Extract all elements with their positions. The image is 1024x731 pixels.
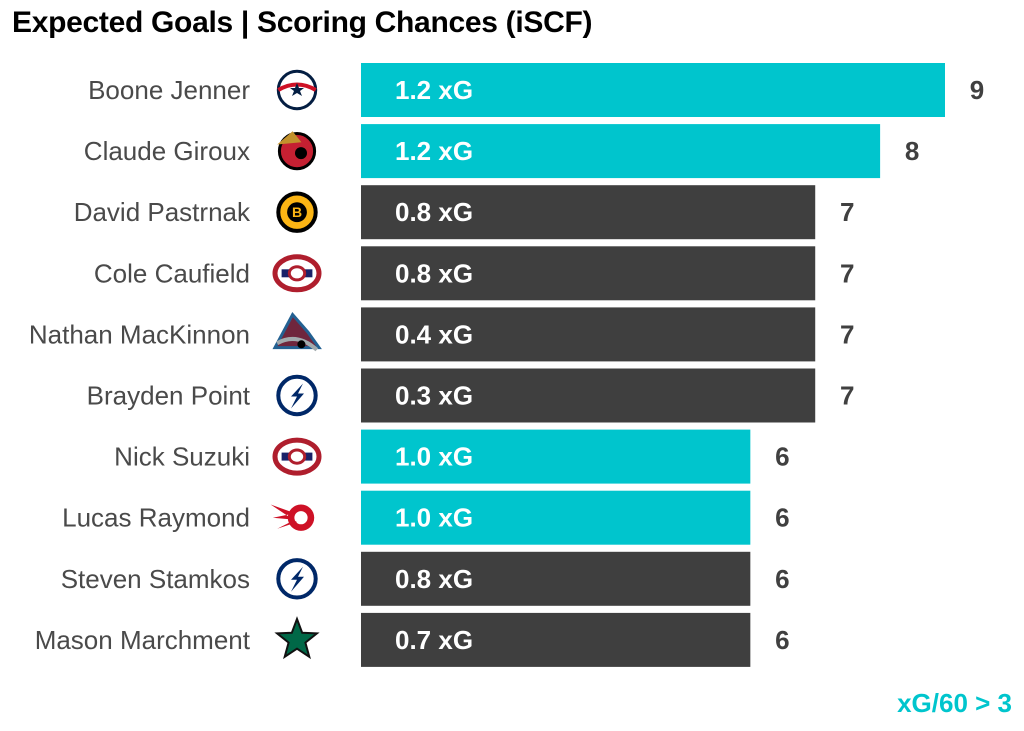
scoring-chance-bar [361,124,881,179]
scoring-chance-bar [361,429,751,484]
player-row: Brayden Point 0.3 xG 7 [87,368,854,423]
iscf-count-label: 8 [905,136,919,166]
player-name-label: David Pastrnak [74,197,251,227]
xg-value-label: 1.2 xG [395,75,473,105]
player-name-label: Cole Caufield [94,258,250,288]
avalanche-logo-icon [272,311,322,352]
xg-value-label: 1.0 xG [395,442,473,472]
player-row: Steven Stamkos 0.8 xG 6 [61,551,790,606]
iscf-count-label: 6 [775,625,789,655]
xg-value-label: 0.8 xG [395,197,473,227]
player-name-label: Claude Giroux [84,136,250,166]
iscf-count-label: 7 [840,381,854,411]
xg-value-label: 0.8 xG [395,258,473,288]
iscf-count-label: 6 [775,503,789,533]
player-row: David Pastrnak B 0.8 xG 7 [74,185,854,240]
player-name-label: Lucas Raymond [62,503,250,533]
player-row: Mason Marchment 0.7 xG 6 [35,612,790,667]
player-name-label: Nathan MacKinnon [29,319,250,349]
red-wings-logo-icon [270,504,315,531]
iscf-count-label: 6 [775,442,789,472]
player-name-label: Steven Stamkos [61,564,250,594]
xg-value-label: 0.4 xG [395,319,473,349]
player-name-label: Brayden Point [87,381,251,411]
scoring-chance-bar [361,185,816,240]
xg-value-label: 1.0 xG [395,503,473,533]
svg-text:B: B [292,204,302,220]
xg-value-label: 1.2 xG [395,136,473,166]
xg-value-label: 0.3 xG [395,381,473,411]
player-name-label: Mason Marchment [35,625,251,655]
player-name-label: Boone Jenner [88,75,250,105]
iscf-count-label: 7 [840,197,854,227]
scoring-chance-bar [361,612,751,667]
iscf-count-label: 6 [775,564,789,594]
iscf-count-label: 7 [840,319,854,349]
iscf-count-label: 7 [840,258,854,288]
lightning-logo-icon [276,374,318,417]
player-row: Lucas Raymond 1.0 xG 6 [62,490,790,545]
canadiens-logo-icon [272,254,322,293]
scoring-chance-bar [361,490,751,545]
chart-title: Expected Goals | Scoring Chances (iSCF) [12,6,593,39]
blue-jackets-logo-icon [276,69,318,111]
scoring-chance-bar [361,307,816,362]
player-row: Cole Caufield 0.8 xG 7 [94,246,854,301]
lightning-logo-icon [276,558,318,600]
player-name-label: Nick Suzuki [114,442,250,472]
scoring-chance-bar [361,551,751,606]
xg-value-label: 0.7 xG [395,625,473,655]
highlight-legend-note: xG/60 > 3 [897,688,1012,718]
canadiens-logo-icon [272,437,322,476]
player-row: Claude Giroux 1.2 xG 8 [84,124,919,179]
player-row: Nathan MacKinnon 0.4 xG 7 [29,307,854,362]
iscf-count-label: 9 [970,75,984,105]
xg-value-label: 0.8 xG [395,564,473,594]
scoring-chance-bar [361,63,945,117]
stars-logo-icon [274,616,320,660]
senators-logo-icon [277,131,317,171]
bruins-logo-icon: B [276,191,318,233]
scoring-chance-bar [361,246,816,301]
scoring-chance-bar [361,368,816,423]
player-row: Boone Jenner 1.2 xG 9 [88,63,984,117]
player-row: Nick Suzuki 1.0 xG 6 [114,429,790,484]
